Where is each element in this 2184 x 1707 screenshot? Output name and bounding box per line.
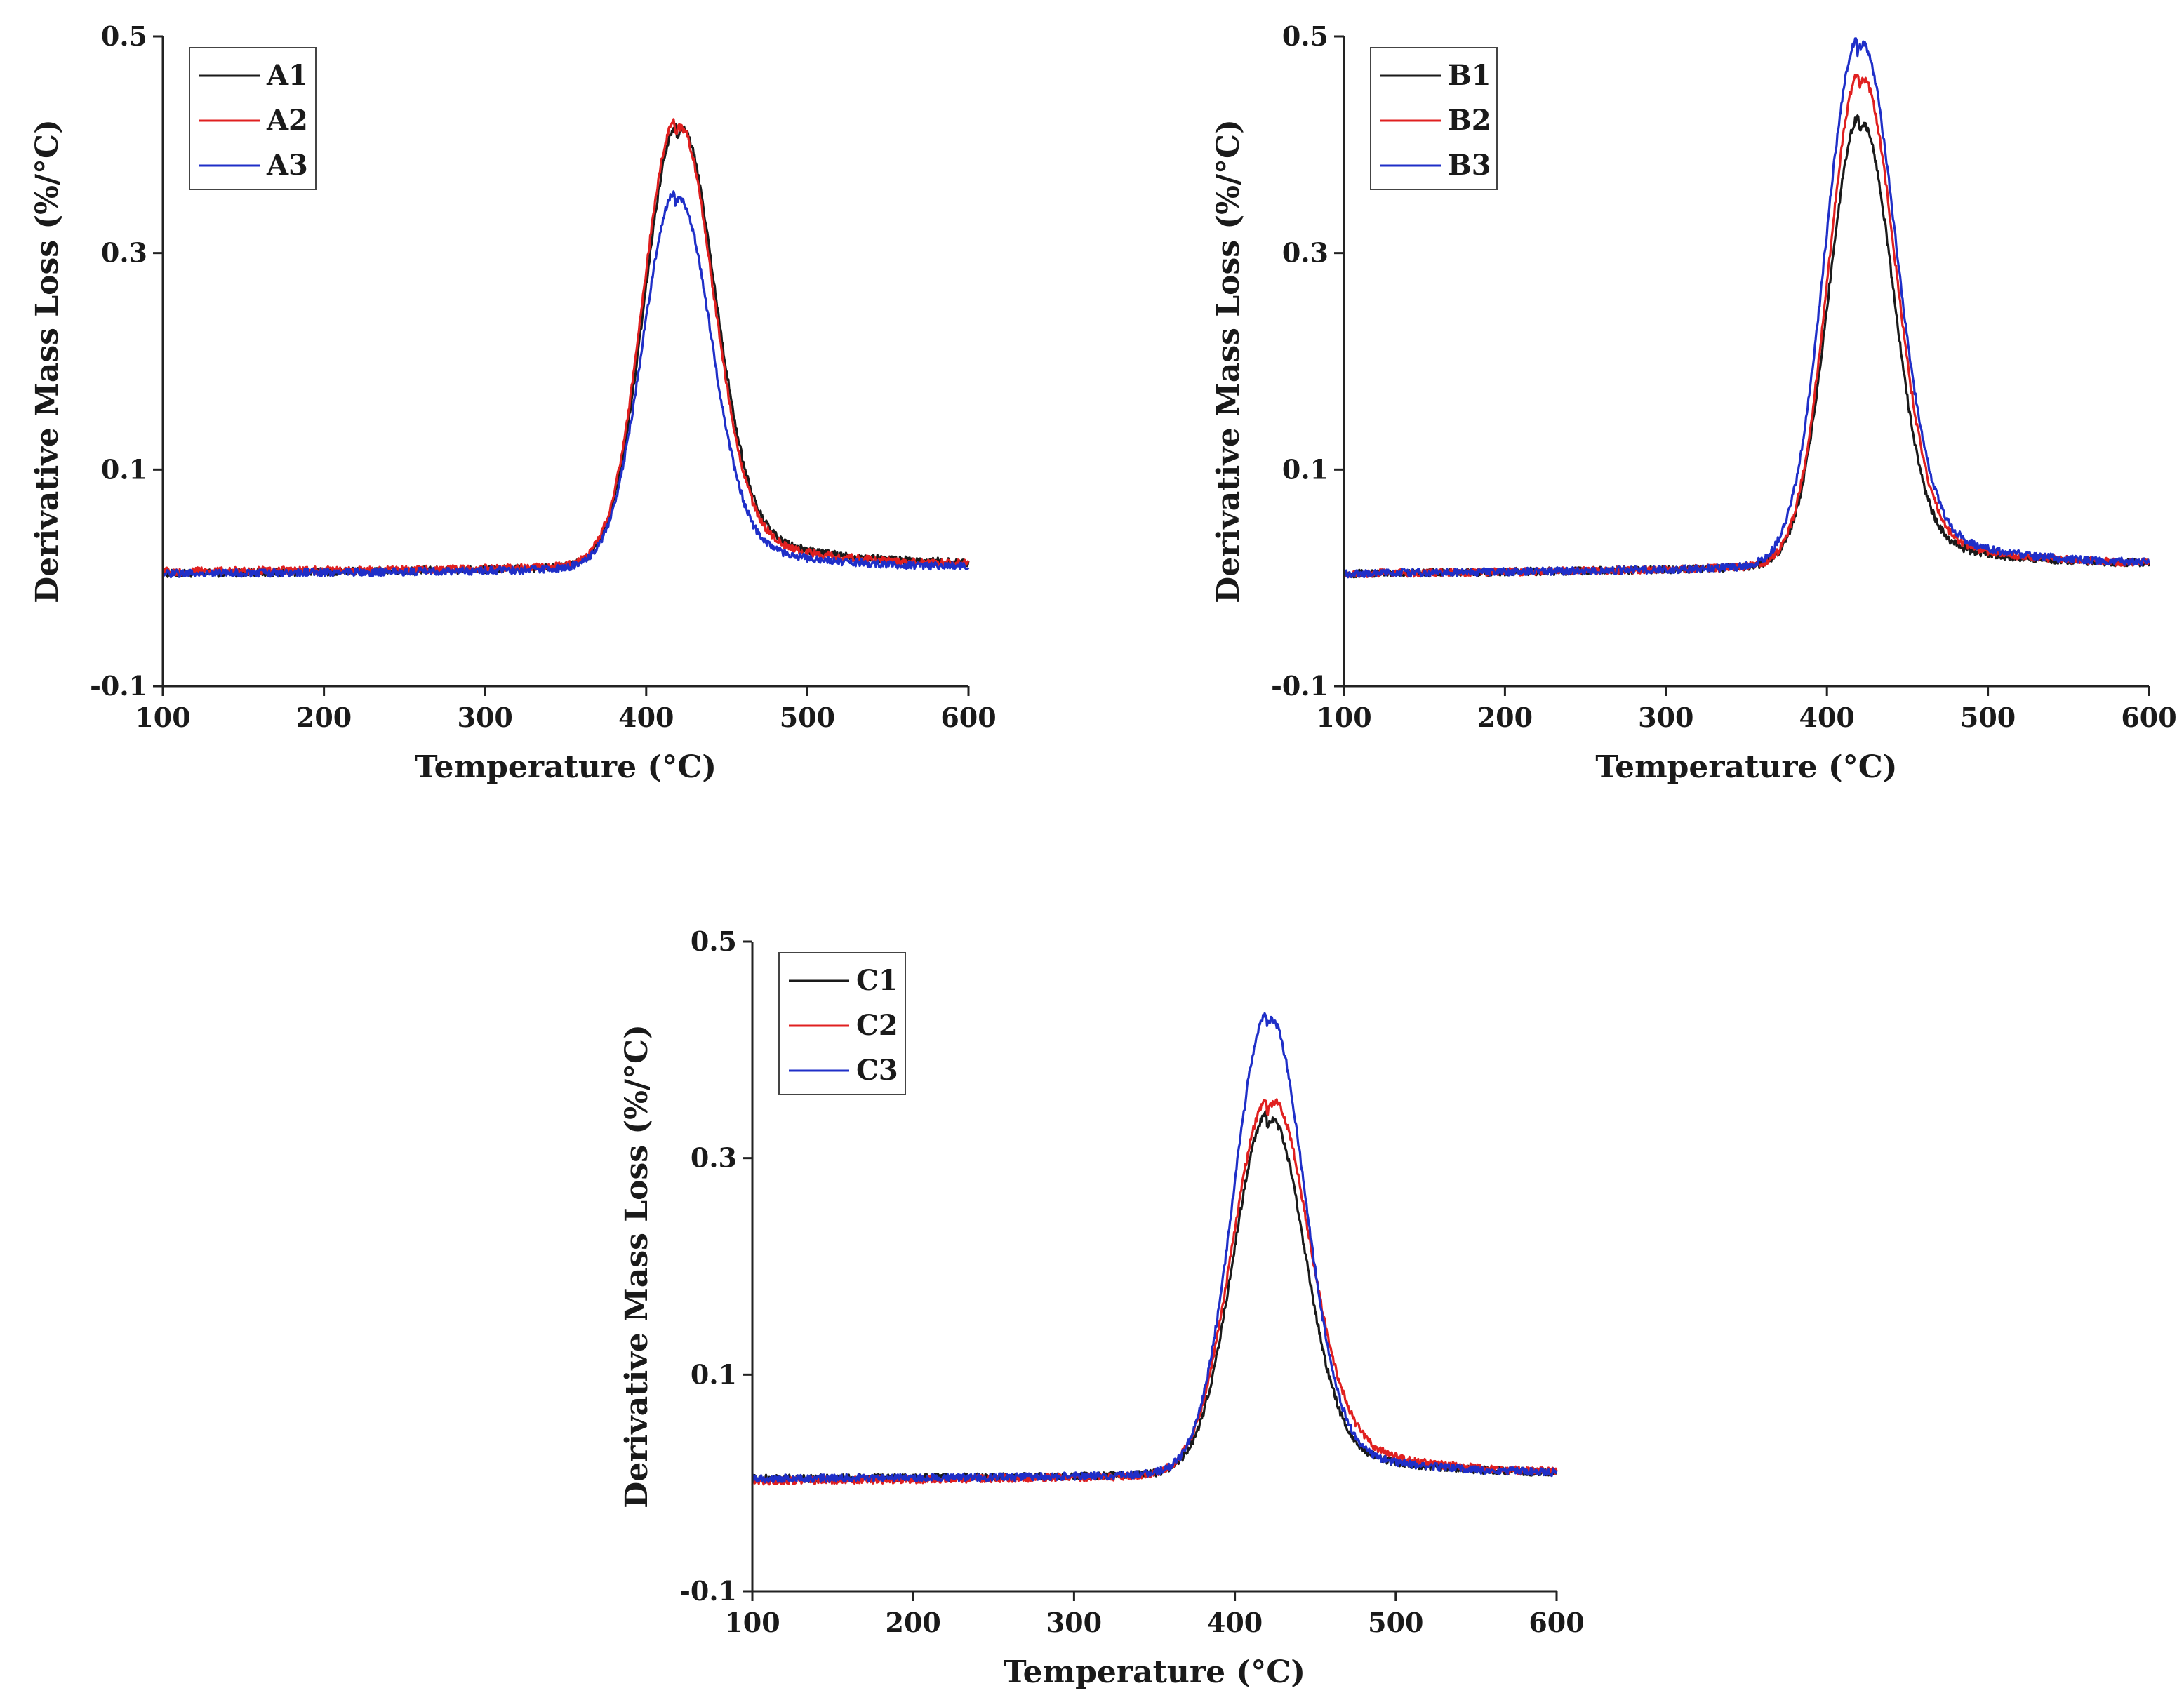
x-tick-label: 400 bbox=[618, 702, 674, 733]
x-axis-title: Temperature (°C) bbox=[1595, 749, 1897, 785]
legend-label-b2: B2 bbox=[1448, 104, 1491, 137]
panel-b: 100 200 300 400 500 600 -0.1 0.1 0.3 0.5 Temperatu… bbox=[1211, 20, 2177, 785]
x-tick-label: 200 bbox=[296, 702, 352, 733]
series-line-c3 bbox=[751, 1012, 1558, 1484]
legend-label-a2: A2 bbox=[266, 104, 308, 137]
series-line-c1 bbox=[751, 1110, 1557, 1484]
y-axis-title: Derivative Mass Loss (%/°C) bbox=[619, 1024, 655, 1508]
y-tick-label: 0.3 bbox=[691, 1142, 737, 1174]
x-tick-label: 400 bbox=[1799, 702, 1855, 733]
y-tick-label: 0.5 bbox=[101, 20, 147, 52]
x-tick-label: 100 bbox=[724, 1607, 780, 1638]
y-tick-label: 0.3 bbox=[1282, 237, 1329, 269]
legend-label-c1: C1 bbox=[856, 964, 898, 997]
series-line-a3 bbox=[161, 190, 970, 579]
x-axis-title: Temperature (°C) bbox=[415, 749, 717, 785]
x-tick-label: 600 bbox=[2121, 702, 2176, 733]
legend-label-b1: B1 bbox=[1448, 59, 1491, 92]
x-tick-label: 400 bbox=[1207, 1607, 1263, 1638]
y-tick-label: 0.5 bbox=[1282, 20, 1329, 52]
y-tick-label: 0.5 bbox=[691, 925, 737, 957]
panel-c: 100 200 300 400 500 600 -0.1 0.1 0.3 0.5 Temperatu… bbox=[619, 925, 1585, 1690]
x-tick-label: 200 bbox=[1477, 702, 1533, 733]
x-tick-label: 300 bbox=[1046, 1607, 1102, 1638]
x-tick-label: 500 bbox=[1368, 1607, 1423, 1638]
x-tick-label: 500 bbox=[1960, 702, 2016, 733]
x-tick-label: 200 bbox=[886, 1607, 941, 1638]
legend-label-b3: B3 bbox=[1448, 149, 1491, 182]
y-tick-label: 0.3 bbox=[101, 237, 147, 269]
y-tick-label: -0.1 bbox=[1271, 670, 1329, 702]
x-tick-label: 100 bbox=[135, 702, 190, 733]
legend-label-c3: C3 bbox=[856, 1054, 898, 1087]
x-tick-label: 500 bbox=[780, 702, 835, 733]
x-tick-label: 100 bbox=[1316, 702, 1371, 733]
x-tick-label: 600 bbox=[940, 702, 996, 733]
x-tick-label: 300 bbox=[458, 702, 513, 733]
legend-label-a3: A3 bbox=[266, 149, 308, 182]
y-tick-label: -0.1 bbox=[90, 670, 147, 702]
legend-label-a1: A1 bbox=[266, 59, 308, 92]
series-line-a1 bbox=[161, 123, 970, 578]
y-tick-label: 0.1 bbox=[1282, 453, 1329, 485]
y-tick-label: 0.1 bbox=[101, 453, 147, 485]
series-line-c2 bbox=[751, 1098, 1558, 1486]
legend-label-c2: C2 bbox=[856, 1009, 898, 1042]
y-tick-label: 0.1 bbox=[691, 1358, 737, 1390]
y-axis-title: Derivative Mass Loss (%/°C) bbox=[1211, 119, 1246, 603]
panel-a: 100 200 300 400 500 600 -0.1 0.1 0.3 0.5 Temperatu… bbox=[29, 20, 997, 785]
y-axis-title: Derivative Mass Loss (%/°C) bbox=[29, 119, 65, 603]
series-line-b3 bbox=[1343, 37, 2150, 579]
x-tick-label: 300 bbox=[1638, 702, 1693, 733]
x-axis-title: Temperature (°C) bbox=[1004, 1654, 1305, 1690]
x-tick-label: 600 bbox=[1529, 1607, 1584, 1638]
y-tick-label: -0.1 bbox=[679, 1575, 737, 1607]
